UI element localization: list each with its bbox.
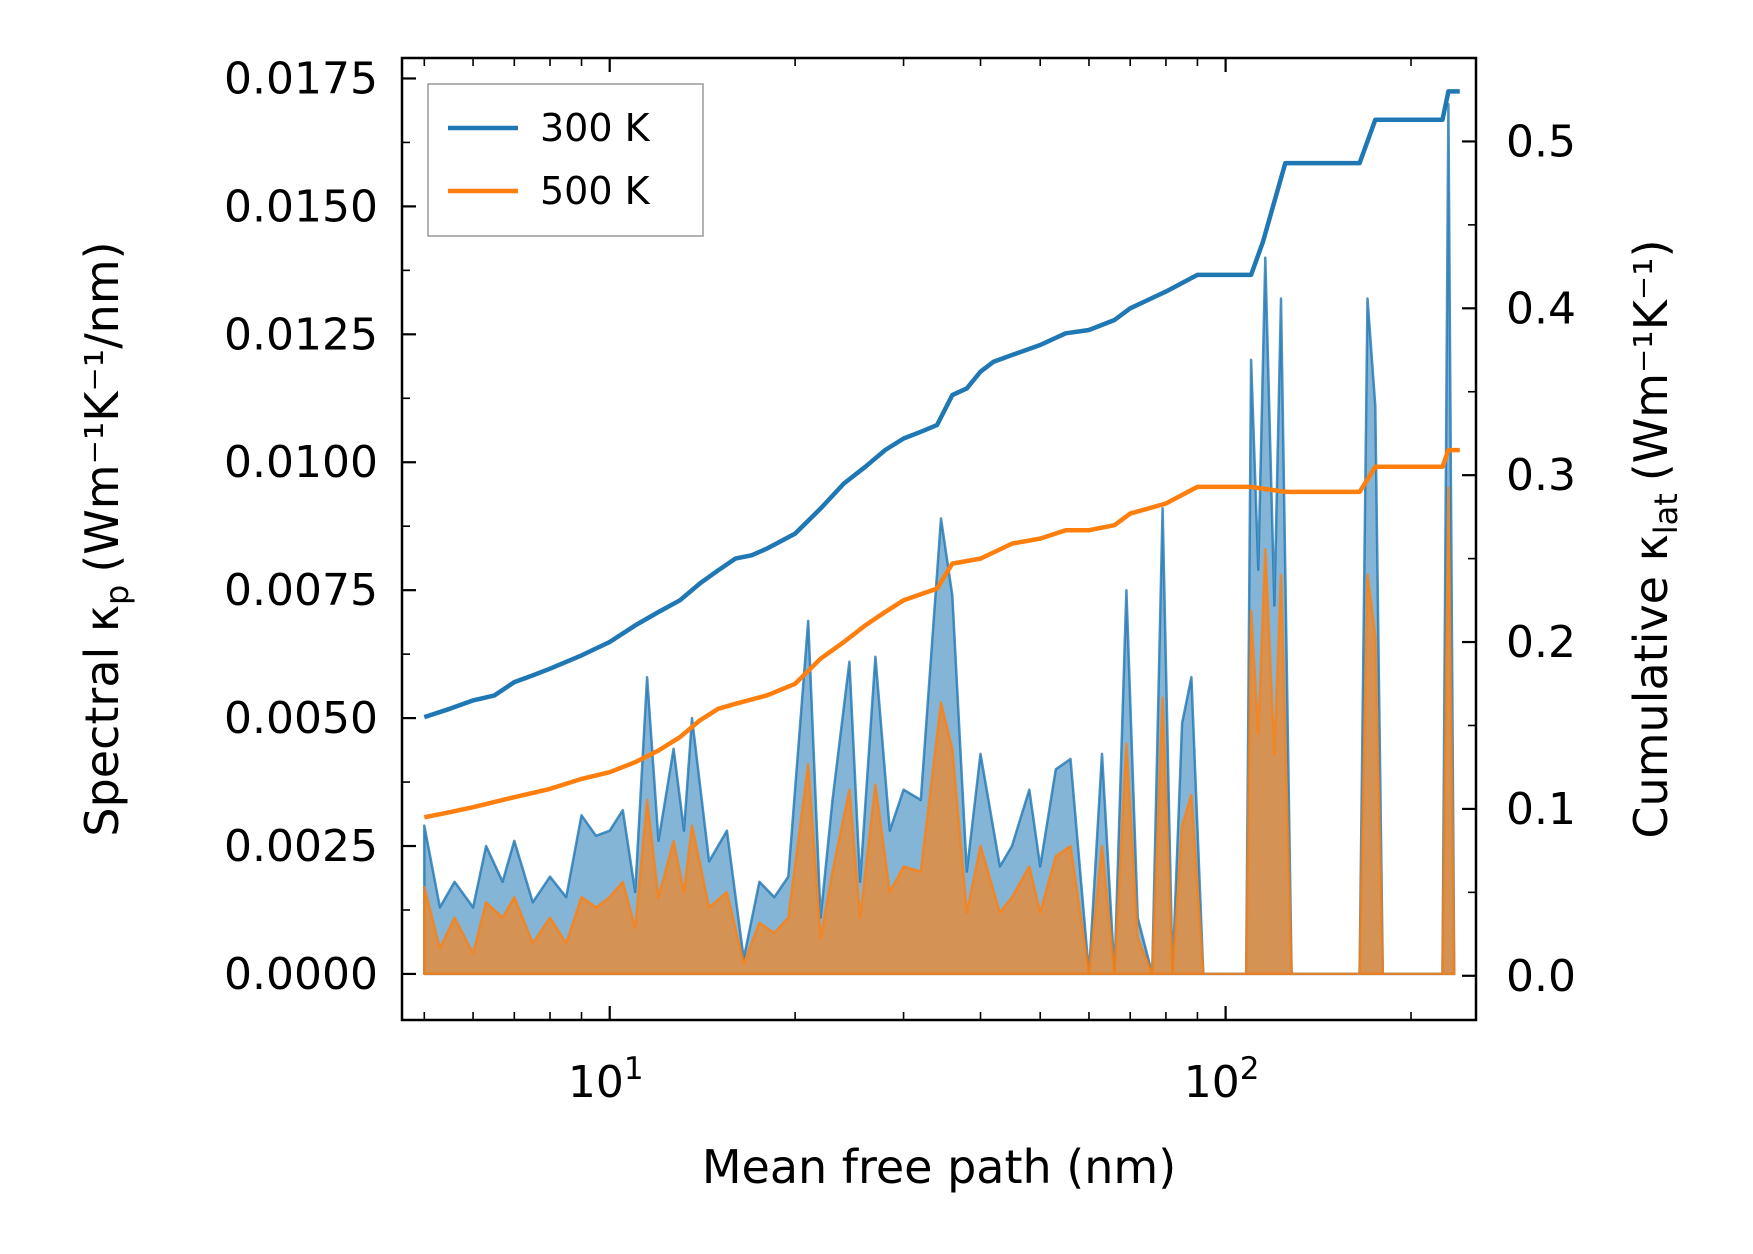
axes: 0.00000.00250.00500.00750.01000.01250.01… <box>224 53 1576 1108</box>
y-axis-label-left: Spectral κp (Wm⁻¹K⁻¹/nm) <box>75 241 136 836</box>
y-tick-label-right: 0.0 <box>1506 951 1576 1002</box>
plot-area <box>423 89 1460 976</box>
y-axis-label-right-main: Cumulative κ <box>1624 534 1678 838</box>
y-tick-label-left: 0.0000 <box>224 949 378 1000</box>
y-tick-label-right: 0.4 <box>1506 283 1576 334</box>
y-tick-label-left: 0.0050 <box>224 693 378 744</box>
y-tick-label-left: 0.0075 <box>224 565 378 616</box>
legend-label-500k: 500 K <box>540 169 651 213</box>
x-tick-label: 101 <box>568 1051 644 1108</box>
y-axis-label-left-units: (Wm⁻¹K⁻¹/nm) <box>75 241 129 572</box>
x-tick-label: 102 <box>1184 1051 1260 1108</box>
y-tick-label-left: 0.0150 <box>224 181 378 232</box>
y-tick-label-right: 0.1 <box>1506 784 1576 835</box>
legend: 300 K 500 K <box>427 83 704 237</box>
legend-box <box>427 83 704 237</box>
y-axis-label-right: Cumulative κlat (Wm⁻¹K⁻¹) <box>1624 239 1685 838</box>
spectral-area-500k <box>423 486 1456 976</box>
y-axis-label-left-sub: p <box>98 585 136 605</box>
y-tick-label-left: 0.0025 <box>224 821 378 872</box>
y-tick-label-right: 0.2 <box>1506 617 1576 668</box>
x-axis-label: Mean free path (nm) <box>702 1140 1176 1194</box>
y-tick-label-left: 0.0100 <box>224 437 378 488</box>
legend-label-300k: 300 K <box>540 106 651 150</box>
y-axis-label-right-sub: lat <box>1647 493 1685 534</box>
axes-frame <box>400 56 1478 1022</box>
y-tick-label-left: 0.0125 <box>224 309 378 360</box>
y-axis-label-right-units: (Wm⁻¹K⁻¹) <box>1624 239 1678 481</box>
y-tick-label-right: 0.5 <box>1506 116 1576 167</box>
cumulative-line-300k <box>423 89 1460 720</box>
cumulative-line-500k <box>423 447 1460 820</box>
y-axis-label-left-main: Spectral κ <box>75 605 129 837</box>
y-tick-label-left: 0.0175 <box>224 53 378 104</box>
y-tick-label-right: 0.3 <box>1506 450 1576 501</box>
